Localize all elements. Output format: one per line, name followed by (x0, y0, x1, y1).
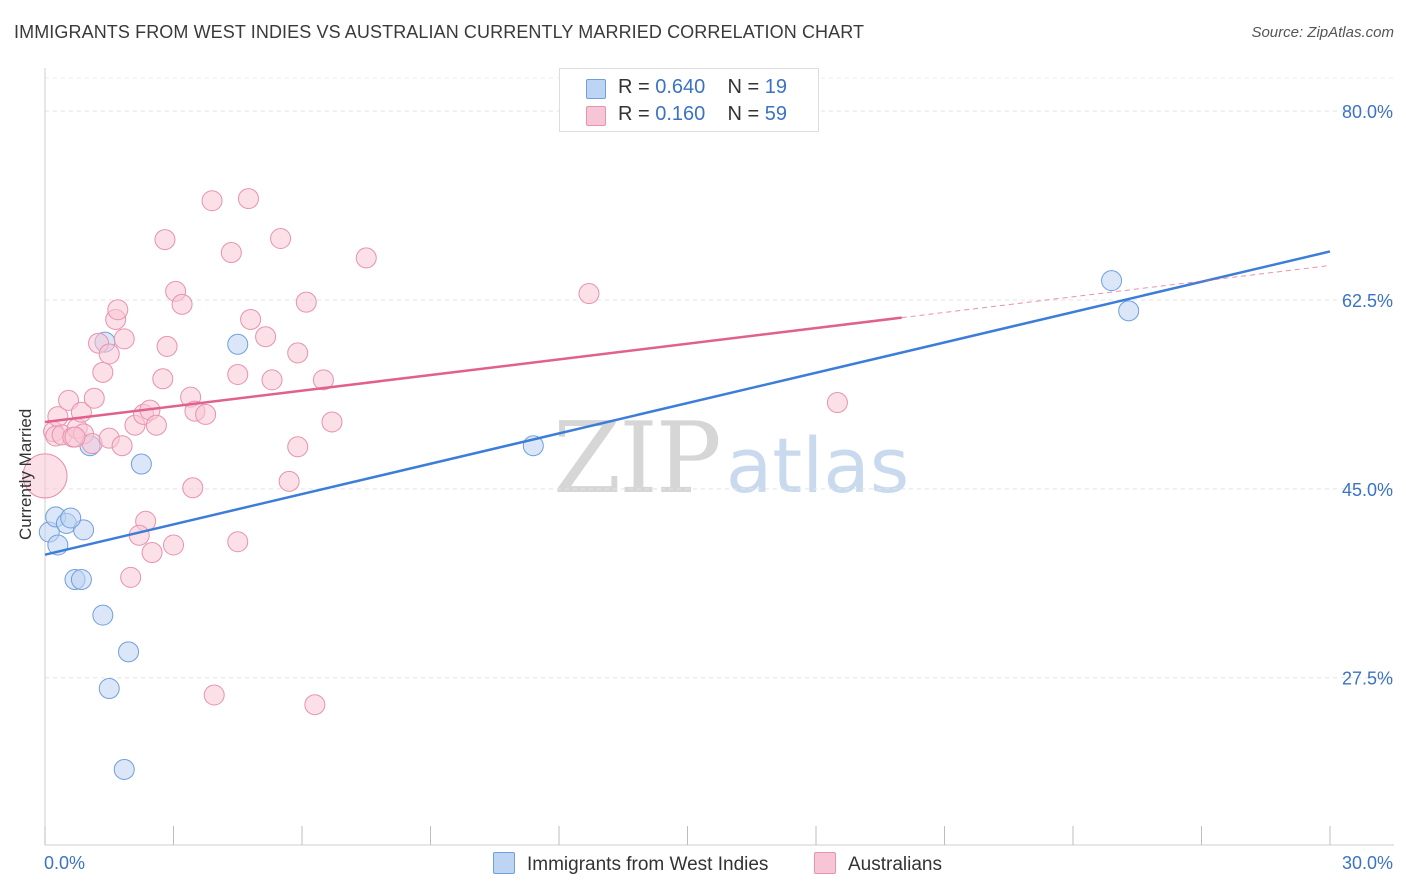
data-point-australians (182, 477, 204, 499)
data-point-australians (826, 392, 848, 414)
x-tick-label: 30.0% (1342, 853, 1393, 873)
y-tick-label: 62.5% (1342, 291, 1393, 311)
legend-n-label: N = (727, 76, 765, 98)
bottom-legend-label: Australians (848, 854, 942, 875)
data-point-west-indies (1101, 270, 1123, 292)
data-point-west-indies (70, 569, 92, 591)
data-point-australians (64, 426, 86, 448)
data-point-australians (98, 343, 120, 365)
x-tick-label: 0.0% (44, 853, 85, 873)
data-point-australians (261, 369, 283, 391)
data-point-australians (83, 387, 105, 409)
data-point-west-indies (113, 758, 135, 780)
data-point-australians (237, 188, 259, 210)
data-point-australians (152, 368, 174, 390)
y-tick-label: 27.5% (1342, 669, 1393, 689)
legend-swatch-blue (586, 79, 606, 99)
legend-swatch-pink (586, 106, 606, 126)
data-point-australians (201, 190, 223, 212)
correlation-legend: R = 0.640 N = 19 R = 0.160 N = 59 (559, 68, 819, 132)
trendline-west-indies (44, 250, 1331, 556)
data-point-australians (120, 566, 142, 588)
bottom-legend-australians: Australians (814, 852, 942, 876)
data-point-west-indies (1118, 300, 1140, 322)
source-label: Source: ZipAtlas.com (1251, 24, 1394, 41)
legend-r-label: R = (618, 103, 656, 125)
data-point-west-indies (118, 641, 140, 663)
data-point-west-indies (130, 453, 152, 475)
data-point-australians (220, 242, 242, 264)
data-point-australians (255, 326, 277, 348)
bottom-legend-label: Immigrants from West Indies (527, 854, 769, 875)
data-point-australians (227, 363, 249, 385)
data-point-australians (107, 299, 129, 321)
data-point-australians (287, 436, 309, 458)
bottom-legend-swatch-blue (493, 852, 515, 874)
data-point-australians (171, 293, 193, 315)
data-point-australians (92, 361, 114, 383)
data-point-australians (156, 335, 178, 357)
y-tick-label: 80.0% (1342, 102, 1393, 122)
data-point-australians (240, 308, 262, 330)
data-point-australians (295, 291, 317, 313)
data-point-australians (22, 453, 68, 499)
chart-title: IMMIGRANTS FROM WEST INDIES VS AUSTRALIA… (14, 22, 865, 42)
data-point-australians (278, 470, 300, 492)
bottom-legend-swatch-pink (814, 852, 836, 874)
data-point-australians (270, 228, 292, 250)
data-point-australians (154, 229, 176, 251)
data-point-australians (145, 414, 167, 436)
y-axis-label-wrap: Currently Married (16, 329, 36, 540)
data-point-west-indies (92, 604, 114, 626)
watermark-zip: ZIP (553, 402, 722, 516)
legend-n-value: 59 (764, 103, 788, 125)
watermark-atlas: atlas (725, 421, 910, 510)
y-tick-label: 45.0% (1342, 480, 1393, 500)
data-point-west-indies (227, 333, 249, 355)
data-point-australians (304, 694, 326, 716)
data-point-australians (195, 403, 217, 425)
data-point-australians (578, 283, 600, 305)
trendline-australians (44, 316, 902, 424)
legend-r-label: R = (618, 76, 656, 98)
legend-n-label: N = (727, 103, 765, 125)
data-point-west-indies (60, 507, 82, 529)
data-point-australians (312, 369, 334, 391)
watermark: ZIPatlas (553, 402, 909, 516)
legend-r-value: 0.640 (655, 76, 706, 98)
data-point-australians (111, 435, 133, 457)
legend-n-value: 19 (764, 76, 788, 98)
data-point-australians (113, 328, 135, 350)
data-point-australians (321, 411, 343, 433)
data-point-australians (141, 542, 163, 564)
data-point-australians (163, 534, 184, 556)
legend-r-value: 0.160 (655, 103, 706, 125)
data-point-australians (203, 684, 225, 706)
data-point-australians (287, 342, 309, 364)
data-point-australians (355, 247, 377, 269)
data-point-australians (227, 531, 249, 553)
data-point-west-indies (98, 678, 120, 700)
y-axis-label: Currently Married (16, 408, 35, 540)
bottom-legend-west-indies: Immigrants from West Indies (493, 852, 768, 876)
